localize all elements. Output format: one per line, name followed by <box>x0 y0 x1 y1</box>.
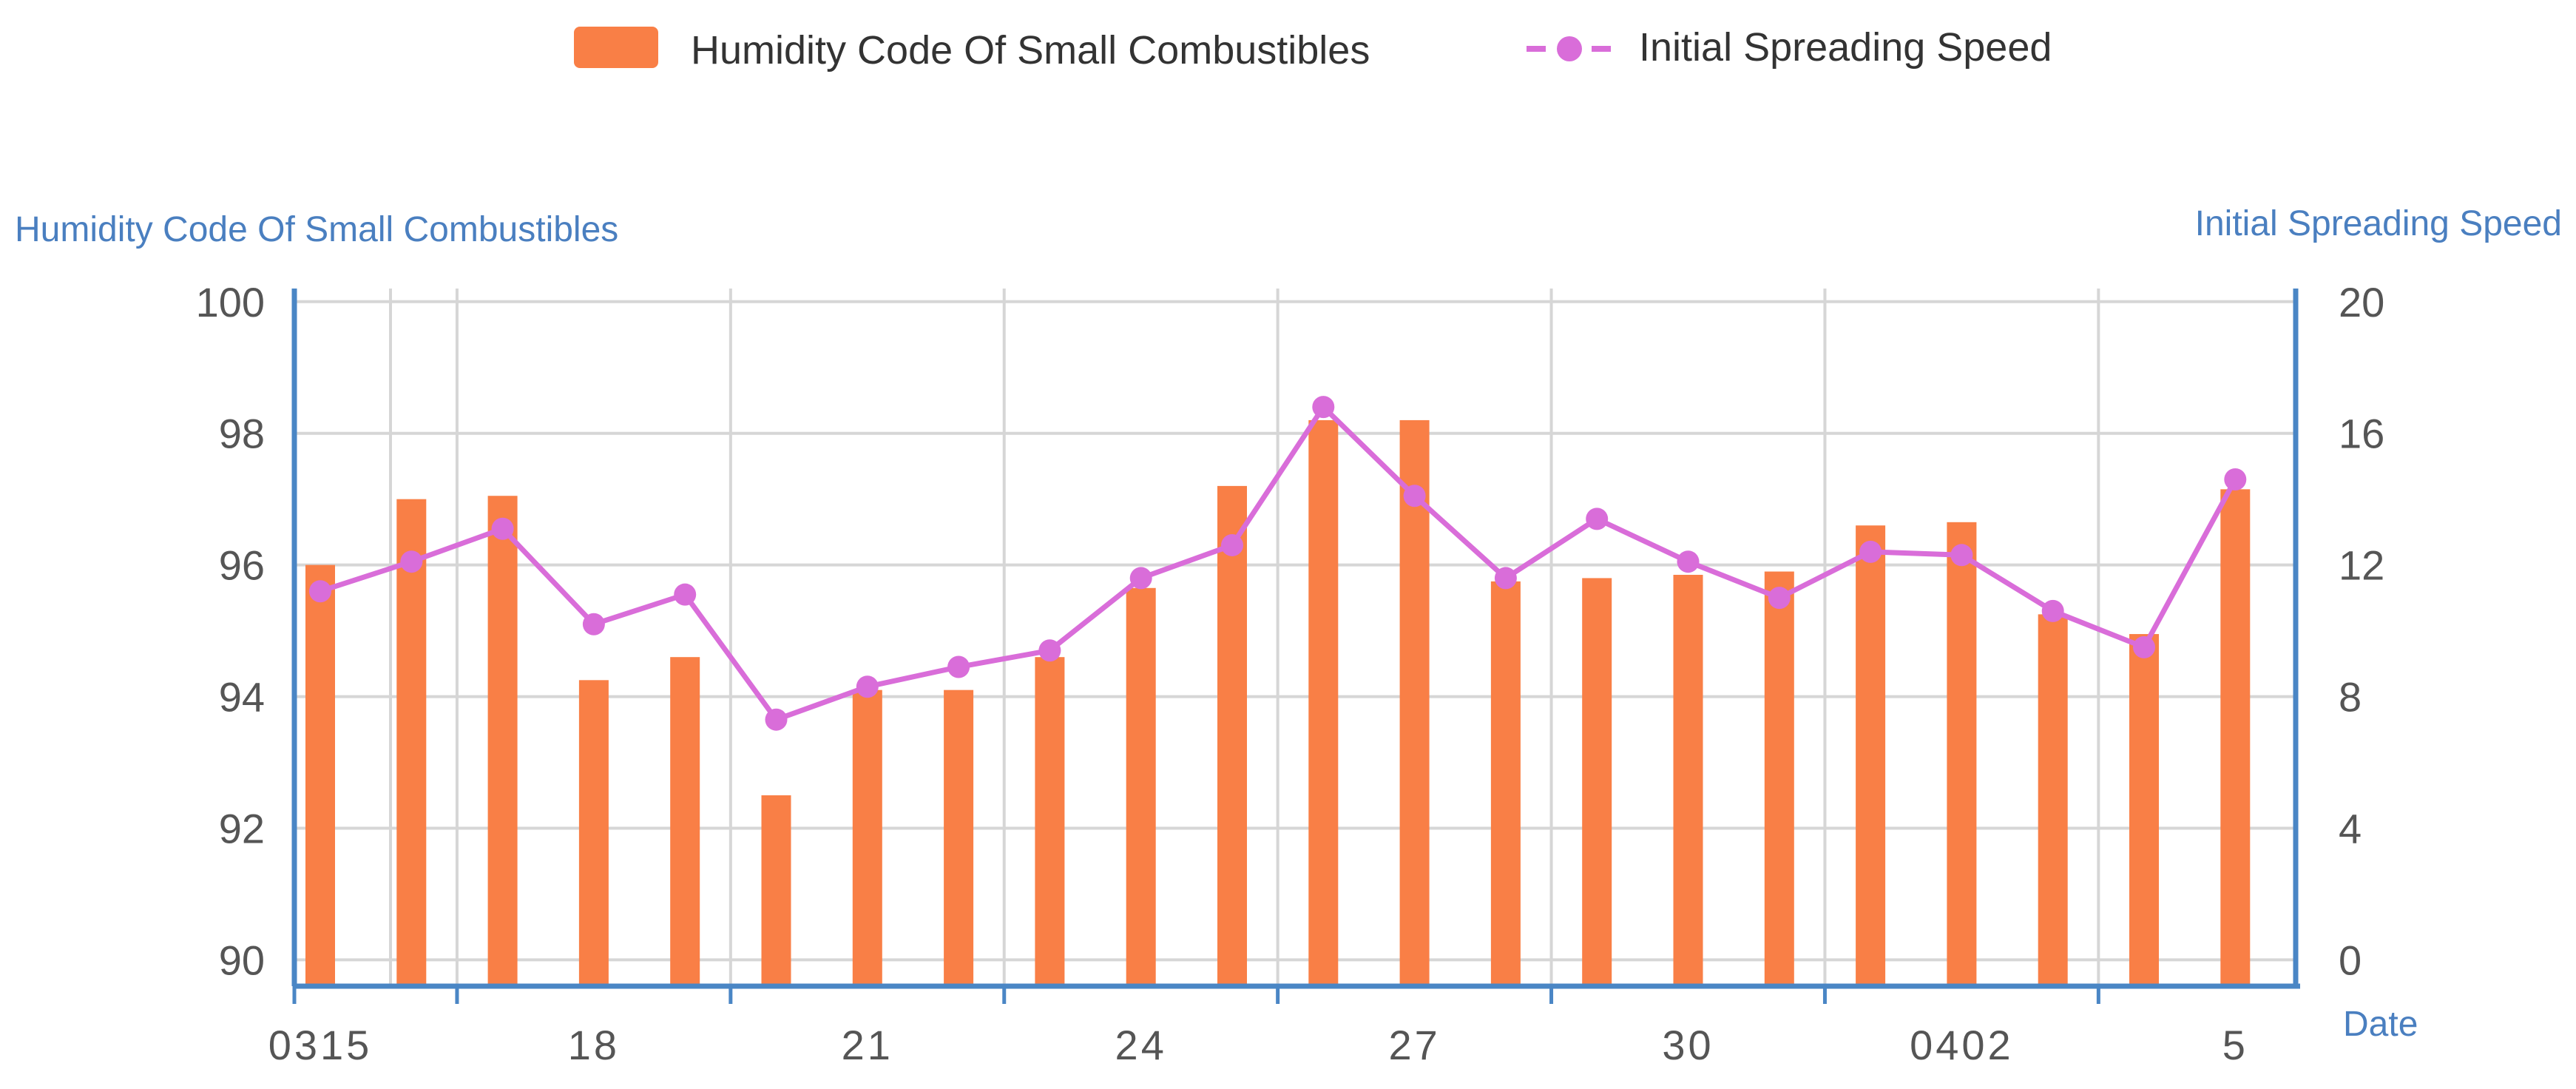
speed-point <box>2041 599 2064 622</box>
speed-point <box>1221 533 1243 556</box>
bar <box>1308 419 1339 986</box>
speed-point <box>1403 485 1426 508</box>
left-axis-title: Humidity Code Of Small Combustibles <box>15 210 618 249</box>
bar <box>1947 522 1977 986</box>
legend-bar-swatch <box>574 27 658 68</box>
x-tick-label: 30 <box>1662 1022 1714 1068</box>
bar <box>670 657 700 986</box>
speed-point <box>2133 635 2155 658</box>
right-tick-label: 20 <box>2339 279 2384 326</box>
right-tick-label: 8 <box>2339 674 2362 721</box>
x-tick-label: 0315 <box>268 1022 373 1068</box>
speed-point <box>1494 567 1517 590</box>
speed-point <box>674 583 697 606</box>
bar <box>944 690 974 986</box>
bar <box>1764 571 1794 986</box>
speed-point <box>309 580 331 603</box>
speed-point <box>856 675 879 698</box>
speed-point <box>1312 396 1335 419</box>
axes <box>291 289 2300 1004</box>
legend-dot-swatch <box>1557 36 1582 61</box>
bar <box>1673 574 1703 986</box>
bar <box>1490 581 1521 986</box>
speed-point <box>1768 587 1791 610</box>
gridlines <box>294 289 2296 986</box>
speed-point <box>2224 468 2247 490</box>
speed-point <box>491 517 514 540</box>
legend-label-humidity: Humidity Code Of Small Combustibles <box>691 28 1370 73</box>
speed-point <box>400 550 423 573</box>
left-tick-label: 92 <box>219 805 265 852</box>
right-axis-title: Initial Spreading Speed <box>2195 204 2562 243</box>
bar <box>305 564 335 986</box>
speed-point <box>1859 540 1882 563</box>
bar <box>852 690 882 986</box>
x-tick-label: 27 <box>1388 1022 1440 1068</box>
bar <box>761 795 791 986</box>
bar <box>1217 485 1247 986</box>
bar <box>1035 657 1065 986</box>
bar-series <box>305 419 2251 986</box>
bar <box>1582 578 1612 986</box>
bar <box>1126 587 1156 986</box>
speed-line <box>319 404 2238 723</box>
legend: Humidity Code Of Small Combustibles Init… <box>574 25 2052 73</box>
bar <box>1856 525 1886 986</box>
left-tick-label: 94 <box>219 674 265 721</box>
speed-point <box>1950 544 1973 567</box>
x-tick-label: 24 <box>1115 1022 1167 1068</box>
left-tick-label: 96 <box>219 542 265 589</box>
bar <box>487 496 518 986</box>
speed-point <box>1586 508 1609 530</box>
right-tick-label: 0 <box>2339 937 2362 983</box>
x-tick-label: 0402 <box>1910 1022 2014 1068</box>
speed-point <box>1129 567 1152 590</box>
bar <box>2129 634 2159 986</box>
right-tick-label: 12 <box>2339 542 2384 589</box>
speed-point <box>1038 639 1061 662</box>
bar <box>396 499 427 986</box>
right-tick-label: 4 <box>2339 805 2362 852</box>
x-tick-label: 18 <box>568 1022 620 1068</box>
bar <box>578 680 609 986</box>
bar <box>2220 489 2251 986</box>
bar <box>1399 419 1430 986</box>
speed-point <box>947 655 970 678</box>
left-tick-label: 100 <box>196 279 265 326</box>
right-tick-label: 16 <box>2339 411 2384 457</box>
legend-label-speed: Initial Spreading Speed <box>1639 25 2052 70</box>
speed-point <box>1677 550 1700 573</box>
left-tick-label: 98 <box>219 411 265 457</box>
tick-labels: 90 0 92 4 94 8 96 12 98 16 100 20 0315 18 21 24 27 30 0402… <box>196 279 2385 1068</box>
speed-point <box>765 708 788 731</box>
speed-point <box>582 613 605 635</box>
x-tick-label: 21 <box>842 1022 893 1068</box>
left-tick-label: 90 <box>219 937 265 983</box>
x-tick-label: 5 <box>2222 1022 2248 1068</box>
bar <box>2038 614 2068 986</box>
x-axis-title: Date <box>2343 1005 2418 1044</box>
line-series <box>309 396 2247 731</box>
